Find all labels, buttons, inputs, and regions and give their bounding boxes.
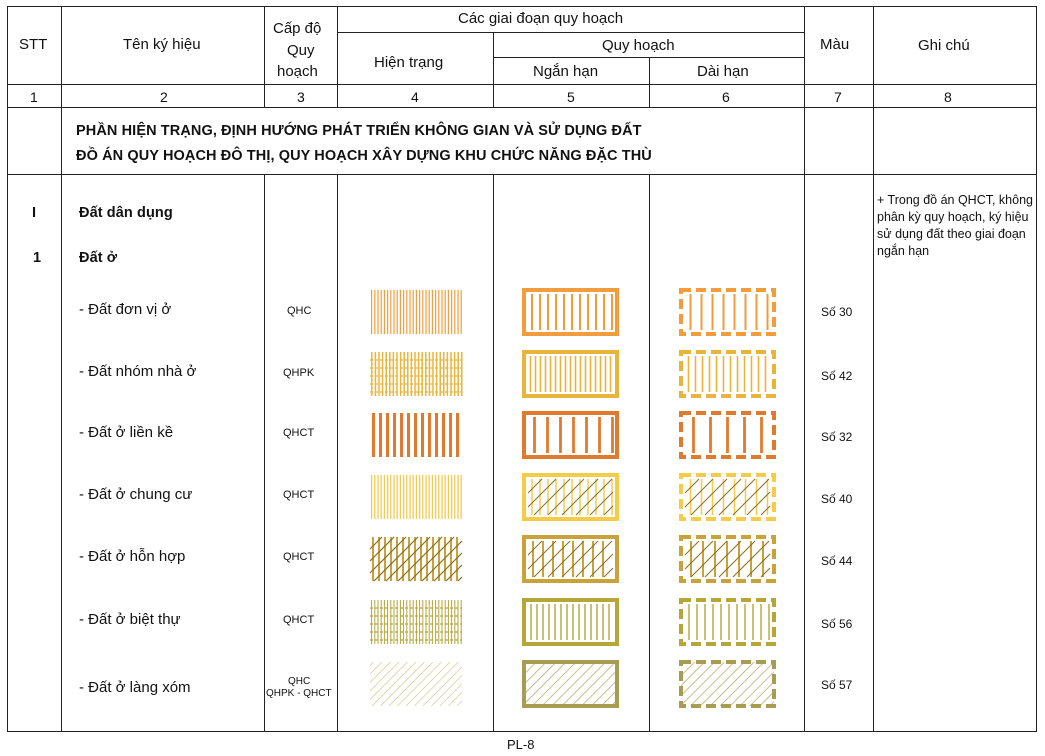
header-short-term: Ngắn hạn	[533, 63, 599, 80]
row-level: QHCT	[283, 614, 315, 626]
swatch-current	[370, 475, 462, 519]
swatch-long-term	[679, 660, 776, 708]
swatch-short-term	[522, 535, 619, 583]
swatch-short-term	[522, 288, 619, 336]
row-name: - Đất ở chung cư	[79, 486, 193, 503]
row-level: QHCT	[283, 489, 315, 501]
col-number-6: 6	[722, 89, 730, 105]
swatch-long-term	[679, 350, 776, 398]
col-number-3: 3	[297, 89, 305, 105]
row-color-code: Số 32	[821, 430, 853, 444]
row-color-code: Số 40	[821, 492, 853, 506]
subgroup-name: Đất ở	[79, 250, 118, 266]
header-phases: Các giai đoạn quy hoạch	[458, 10, 624, 27]
row-color-code: Số 44	[821, 554, 853, 568]
header-current: Hiện trạng	[374, 54, 444, 71]
group-stt: I	[32, 205, 37, 221]
row-name: - Đất ở biệt thự	[79, 611, 181, 628]
header-note: Ghi chú	[918, 37, 970, 54]
col-number-4: 4	[411, 89, 419, 105]
row-color-code: Số 56	[821, 617, 853, 631]
col-number-2: 2	[160, 89, 168, 105]
col-number-8: 8	[944, 89, 952, 105]
section-title-line1: PHẦN HIỆN TRẠNG, ĐỊNH HƯỚNG PHÁT TRIỂN K…	[76, 123, 642, 139]
section-title-line2: ĐỒ ÁN QUY HOẠCH ĐÔ THỊ, QUY HOẠCH XÂY DỰ…	[76, 148, 652, 164]
swatch-current	[370, 352, 463, 396]
row-level: QHCT	[283, 427, 315, 439]
row-color-code: Số 57	[821, 678, 853, 692]
col-number-7: 7	[834, 89, 842, 105]
row-name: - Đất nhóm nhà ở	[79, 363, 197, 380]
page-label: PL-8	[507, 737, 535, 752]
swatch-current	[370, 662, 462, 706]
swatch-current	[372, 413, 459, 457]
swatch-long-term	[679, 288, 776, 336]
swatch-long-term	[679, 598, 776, 646]
header-long-term: Dài hạn	[697, 63, 749, 80]
note-text: + Trong đồ án QHCT, không phân kỳ quy ho…	[877, 193, 1033, 258]
col-number-1: 1	[30, 89, 38, 105]
swatch-long-term	[679, 411, 776, 459]
header-level-line1: Cấp độ	[273, 20, 322, 37]
group-name: Đất dân dụng	[79, 205, 173, 221]
row-name: - Đất ở làng xóm	[79, 679, 191, 696]
swatch-short-term	[522, 350, 619, 398]
swatch-current	[371, 290, 462, 334]
swatch-current	[369, 536, 463, 582]
header-level-line2: Quy	[287, 42, 315, 59]
swatch-short-term	[522, 598, 619, 646]
row-color-code: Số 42	[821, 369, 853, 383]
swatch-short-term	[522, 660, 619, 708]
row-name: - Đất ở liền kề	[79, 424, 174, 441]
row-level: QHC	[287, 305, 312, 317]
swatch-short-term	[522, 411, 619, 459]
row-color-code: Số 30	[821, 305, 853, 319]
header-name: Tên ký hiệu	[123, 36, 201, 53]
header-color: Màu	[820, 36, 850, 53]
row-level: QHCT	[283, 551, 315, 563]
row-name: - Đất đơn vị ở	[79, 301, 172, 318]
row-level: QHPK - QHCT	[266, 688, 332, 699]
row-level: QHPK	[283, 367, 315, 379]
swatch-long-term	[679, 535, 776, 583]
row-level: QHC	[288, 676, 311, 687]
swatch-short-term	[522, 473, 619, 521]
subgroup-stt: 1	[33, 250, 42, 266]
col-number-5: 5	[567, 89, 575, 105]
swatch-long-term	[679, 473, 776, 521]
header-stt: STT	[19, 36, 48, 53]
row-name: - Đất ở hỗn hợp	[79, 548, 186, 565]
swatch-current	[370, 600, 462, 644]
header-planning: Quy hoạch	[602, 37, 675, 54]
header-level-line3: hoạch	[277, 63, 318, 80]
